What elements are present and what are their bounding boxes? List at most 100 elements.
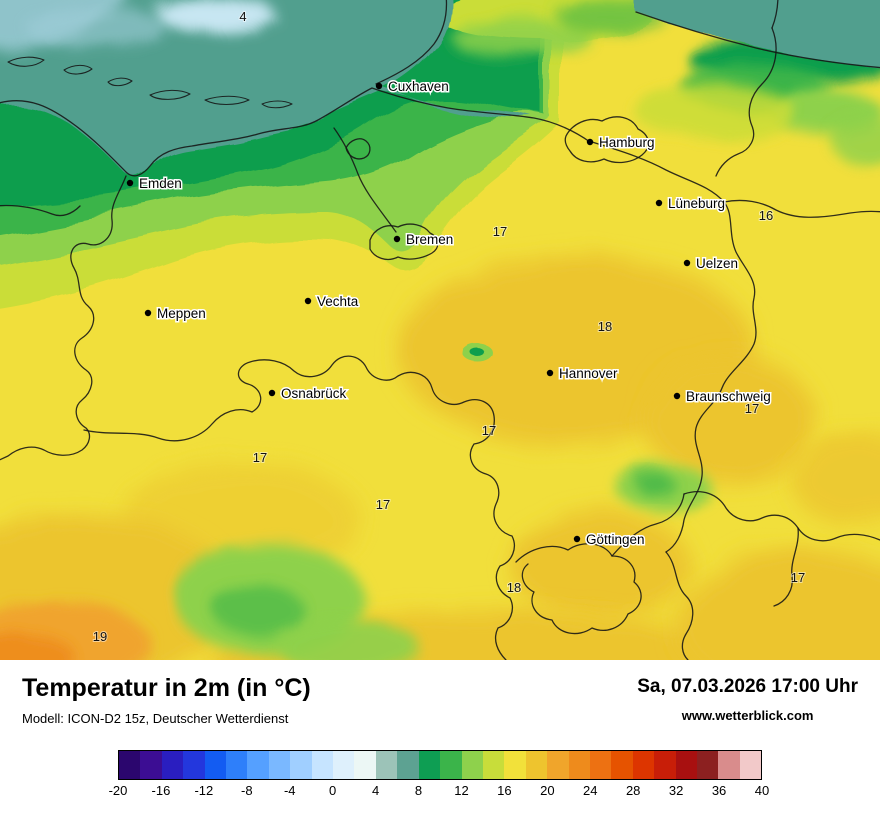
legend-swatch (675, 751, 697, 779)
city-marker: Göttingen (573, 531, 646, 549)
legend-tick: 4 (371, 783, 380, 798)
legend-tick: 0 (329, 783, 337, 798)
city-marker: Hannover (546, 365, 620, 383)
datetime-block: Sa, 07.03.2026 17:00 Uhr www.wetterblick… (637, 674, 858, 723)
sea-region-northeast (636, 0, 880, 67)
map-footer: Temperatur in 2m (in °C) Modell: ICON-D2… (0, 660, 880, 801)
bremen-boundary (369, 223, 439, 261)
legend-swatch (226, 751, 248, 779)
city-label: Osnabrück (281, 386, 347, 401)
website-url: www.wetterblick.com (681, 708, 814, 723)
legend-ticks: -20 -16 -12 -8 -4 0 4 8 12 16 20 24 28 32 36 40 (109, 783, 770, 801)
legend-swatch (568, 751, 590, 779)
legend-swatch (547, 751, 569, 779)
legend-swatch (525, 751, 548, 779)
legend-swatch (718, 751, 740, 779)
border-southwest (83, 355, 515, 660)
legend-tick: -4 (283, 783, 296, 798)
baltic-coastline (635, 11, 880, 69)
temp-label: 19 (93, 629, 107, 644)
cold-sea-patch (25, 8, 165, 48)
orange-patch (0, 633, 75, 660)
temp-label: 18 (598, 319, 612, 334)
legend-tick: -8 (241, 783, 253, 798)
legend-tick: 12 (454, 783, 469, 798)
city-marker: Emden (126, 175, 183, 193)
lake-patch (474, 352, 488, 360)
temp-label: 4 (239, 9, 246, 24)
legend-swatch (482, 751, 505, 779)
legend-swatch (504, 751, 526, 779)
city-marker: Hamburg (586, 134, 656, 152)
temp-label: 17 (253, 450, 267, 465)
border-east (591, 141, 757, 553)
island (204, 95, 250, 106)
cool-patch (450, 20, 590, 56)
city-label: Lüneburg (668, 196, 725, 211)
city-label: Göttingen (586, 532, 645, 547)
temperature-map: Cuxhaven Hamburg Emden Lüneburg Bremen U… (0, 0, 880, 660)
cool-patch (280, 620, 420, 660)
legend-swatch (119, 751, 141, 779)
warm-patch (510, 510, 690, 620)
cool-patch (830, 115, 880, 165)
border-lines (0, 0, 880, 660)
island (107, 77, 133, 87)
city-marker: Meppen (144, 305, 207, 323)
legend-swatch (333, 751, 355, 779)
border-southeast (611, 493, 685, 557)
weser-river (333, 127, 397, 233)
city-marker: Bremen (393, 231, 455, 249)
legend-swatch (589, 751, 612, 779)
border-goettingen (515, 543, 642, 635)
city-label: Hannover (559, 366, 618, 381)
island (261, 100, 293, 109)
island (7, 56, 45, 67)
legend-swatch (183, 751, 205, 779)
border-northeast-top (771, 0, 779, 29)
valid-datetime: Sa, 07.03.2026 17:00 Uhr (637, 676, 858, 697)
legend-tick: 36 (711, 783, 727, 798)
legend-swatch (354, 751, 376, 779)
temperature-value-labels: 4 17 16 18 17 17 17 17 18 17 19 (92, 8, 806, 645)
temp-label: 18 (507, 580, 521, 595)
city-marker: Osnabrück (268, 385, 348, 403)
temperature-field (0, 0, 880, 660)
border-bottom-right (683, 491, 880, 542)
border-bottom-right-branch (773, 527, 799, 607)
legend-swatch (161, 751, 184, 779)
legend-swatch (268, 751, 291, 779)
elbe-north-coast (375, 0, 448, 85)
legend-tick: 20 (540, 783, 555, 798)
model-info: Modell: ICON-D2 15z, Deutscher Wetterdie… (22, 711, 289, 726)
border-harz (665, 551, 694, 660)
legend-swatch (418, 751, 441, 779)
legend-tick: 8 (414, 783, 423, 798)
ems-estuary (0, 204, 81, 217)
city-marker: Uelzen (683, 255, 740, 273)
legend-tick: -16 (151, 783, 171, 798)
border-northeast (715, 27, 777, 177)
bremerhaven-boundary (345, 138, 371, 160)
page-title: Temperatur in 2m (in °C) (22, 674, 311, 702)
border-east-branch (723, 199, 880, 218)
legend-tick: 24 (583, 783, 598, 798)
island (149, 89, 191, 100)
temp-label: 16 (759, 208, 773, 223)
temp-label: 17 (745, 401, 759, 416)
legend-tick: 16 (497, 783, 512, 798)
cold-sea-patch (155, 0, 275, 31)
hamburg-boundary (564, 116, 649, 164)
legend-swatch (204, 751, 227, 779)
city-marker: Vechta (304, 293, 360, 311)
city-marker: Cuxhaven (375, 78, 450, 96)
temp-label: 17 (482, 423, 496, 438)
city-markers: Cuxhaven Hamburg Emden Lüneburg Bremen U… (126, 78, 772, 549)
legend-swatch (632, 751, 655, 779)
legend-swatch (739, 751, 762, 779)
legend-swatch (247, 751, 269, 779)
island (63, 64, 93, 75)
city-label: Bremen (406, 232, 453, 247)
temperature-legend: -20 -16 -12 -8 -4 0 4 8 12 16 20 24 28 32 36 40 (22, 750, 858, 801)
